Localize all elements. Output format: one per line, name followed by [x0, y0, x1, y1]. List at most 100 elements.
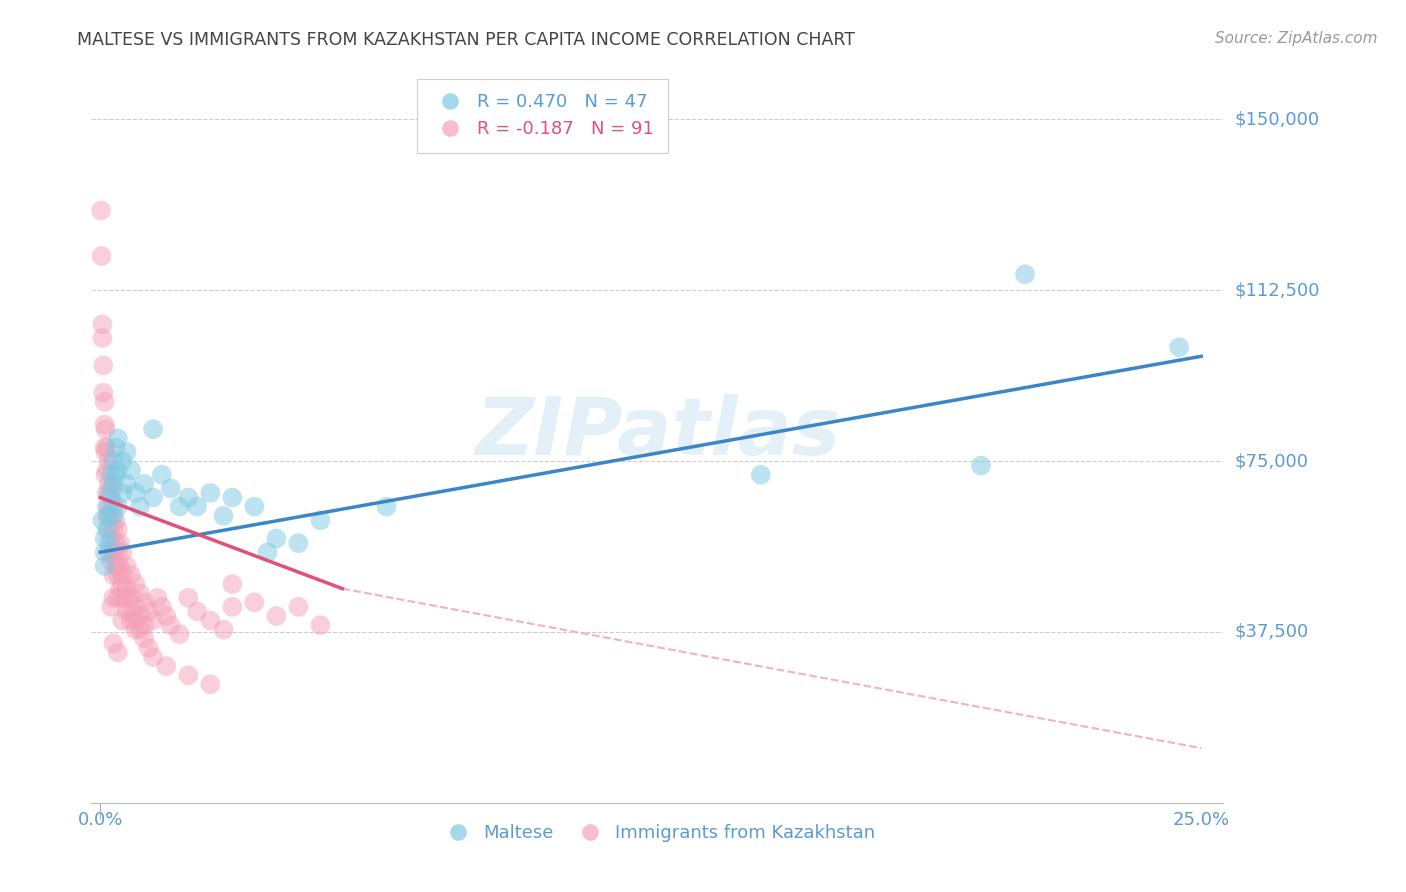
- Point: [124, 599, 146, 614]
- Point: [200, 614, 222, 628]
- Point: [94, 422, 117, 436]
- Point: [96, 463, 118, 477]
- Legend: Maltese, Immigrants from Kazakhstan: Maltese, Immigrants from Kazakhstan: [433, 817, 882, 849]
- Point: [98, 523, 121, 537]
- Point: [103, 476, 125, 491]
- Point: [142, 491, 165, 505]
- Point: [111, 545, 134, 559]
- Text: $75,000: $75,000: [1234, 452, 1309, 470]
- Point: [100, 554, 122, 568]
- Point: [134, 476, 156, 491]
- Point: [104, 467, 127, 482]
- Text: $112,500: $112,500: [1234, 281, 1320, 299]
- Point: [111, 454, 134, 468]
- Point: [107, 463, 129, 477]
- Point: [120, 614, 142, 628]
- Point: [150, 467, 173, 482]
- Point: [94, 467, 117, 482]
- Point: [128, 609, 150, 624]
- Point: [309, 513, 332, 527]
- Point: [124, 486, 146, 500]
- Point: [142, 650, 165, 665]
- Point: [108, 536, 131, 550]
- Point: [111, 568, 134, 582]
- Point: [91, 513, 114, 527]
- Point: [128, 500, 150, 514]
- Point: [104, 441, 127, 455]
- Point: [115, 604, 138, 618]
- Point: [970, 458, 993, 473]
- Point: [1014, 268, 1036, 282]
- Point: [243, 500, 266, 514]
- Point: [115, 445, 138, 459]
- Point: [150, 599, 173, 614]
- Point: [134, 618, 156, 632]
- Point: [120, 463, 142, 477]
- Point: [107, 523, 129, 537]
- Point: [120, 604, 142, 618]
- Point: [128, 586, 150, 600]
- Point: [111, 577, 134, 591]
- Text: MALTESE VS IMMIGRANTS FROM KAZAKHSTAN PER CAPITA INCOME CORRELATION CHART: MALTESE VS IMMIGRANTS FROM KAZAKHSTAN PE…: [77, 31, 855, 49]
- Point: [98, 545, 121, 559]
- Point: [138, 640, 160, 655]
- Point: [111, 591, 134, 605]
- Point: [100, 491, 122, 505]
- Point: [309, 618, 332, 632]
- Point: [96, 508, 118, 523]
- Point: [115, 591, 138, 605]
- Point: [221, 577, 243, 591]
- Point: [107, 500, 129, 514]
- Point: [91, 385, 114, 400]
- Point: [107, 645, 129, 659]
- Point: [103, 591, 125, 605]
- Point: [120, 591, 142, 605]
- Point: [134, 595, 156, 609]
- Point: [103, 636, 125, 650]
- Point: [200, 677, 222, 691]
- Point: [221, 491, 243, 505]
- Point: [100, 532, 122, 546]
- Point: [96, 441, 118, 455]
- Point: [98, 536, 121, 550]
- Text: $150,000: $150,000: [1234, 111, 1319, 128]
- Point: [96, 486, 118, 500]
- Point: [93, 558, 115, 573]
- Point: [124, 577, 146, 591]
- Point: [93, 532, 115, 546]
- Point: [115, 558, 138, 573]
- Point: [120, 568, 142, 582]
- Point: [98, 454, 121, 468]
- Point: [243, 595, 266, 609]
- Point: [107, 545, 129, 559]
- Point: [186, 604, 208, 618]
- Point: [287, 599, 309, 614]
- Point: [93, 417, 115, 432]
- Point: [169, 500, 191, 514]
- Point: [93, 395, 115, 409]
- Point: [1168, 340, 1191, 354]
- Point: [100, 508, 122, 523]
- Point: [155, 659, 177, 673]
- Text: Source: ZipAtlas.com: Source: ZipAtlas.com: [1215, 31, 1378, 46]
- Point: [221, 599, 243, 614]
- Point: [749, 467, 772, 482]
- Point: [108, 558, 131, 573]
- Point: [103, 568, 125, 582]
- Point: [138, 604, 160, 618]
- Point: [93, 545, 115, 559]
- Point: [104, 536, 127, 550]
- Point: [134, 632, 156, 646]
- Point: [98, 476, 121, 491]
- Point: [90, 203, 112, 218]
- Point: [100, 486, 122, 500]
- Text: ZIPatlas: ZIPatlas: [475, 393, 839, 472]
- Point: [375, 500, 398, 514]
- Point: [177, 591, 200, 605]
- Point: [115, 582, 138, 596]
- Point: [115, 476, 138, 491]
- Point: [98, 486, 121, 500]
- Point: [124, 623, 146, 637]
- Point: [104, 558, 127, 573]
- Point: [100, 467, 122, 482]
